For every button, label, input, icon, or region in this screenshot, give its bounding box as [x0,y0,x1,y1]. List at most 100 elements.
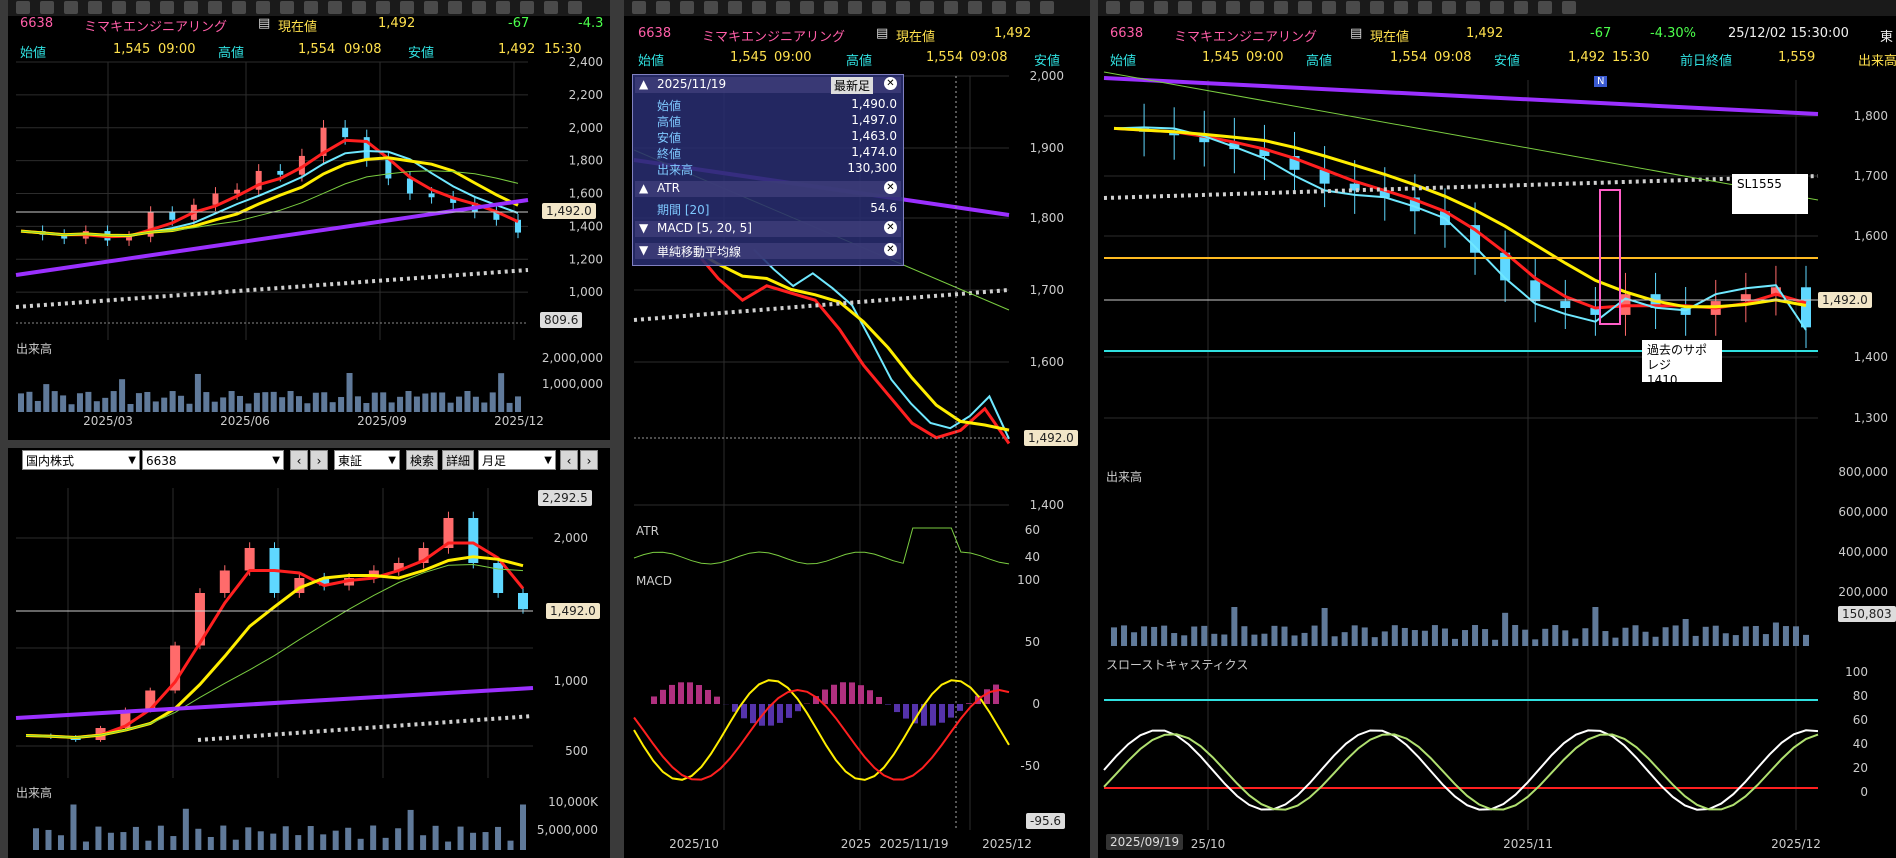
close-icon[interactable]: ✕ [884,77,897,90]
news-badge[interactable]: N [1594,76,1608,87]
toolbar-tool-icon[interactable] [920,1,934,14]
toolbar-tool-icon[interactable] [944,1,958,14]
toolbar-tool-icon[interactable] [992,1,1006,14]
toolbar-tool-icon[interactable] [680,1,694,14]
toolbar-tool-icon[interactable] [1130,1,1144,14]
toolbar-tool-icon[interactable] [472,1,486,14]
toolbar-tool-icon[interactable] [232,1,246,14]
left-top-price-chart[interactable]: 2,400 2,200 2,000 1,800 1,600 1,400 1,200 1,000… [8,0,610,440]
toolbar-tool-icon[interactable] [848,1,862,14]
toolbar-tool-icon[interactable] [1298,1,1312,14]
toolbar-tool-icon[interactable] [1346,1,1360,14]
toolbar-tool-icon[interactable] [1202,1,1216,14]
toolbar-tool-icon[interactable] [776,1,790,14]
exchange-select[interactable]: 東証 ▼ [334,450,400,470]
toolbar-tool-icon[interactable] [544,1,558,14]
toolbar-tool-icon[interactable] [800,1,814,14]
panel-divider[interactable] [610,0,624,858]
macd-signal-line [633,688,1010,781]
macd-histogram-bar [858,685,864,704]
toolbar-tool-icon[interactable] [1178,1,1192,14]
toolbar-tool-icon[interactable] [1442,1,1456,14]
toolbar-tool-icon[interactable] [256,1,270,14]
toolbar-tool-icon[interactable] [520,1,534,14]
toolbar-tool-icon[interactable] [704,1,718,14]
latest-bar-button[interactable]: 最新足 [831,77,874,94]
volume-bar [447,402,454,412]
sl-note[interactable]: SL1555 [1732,174,1808,214]
collapse-icon[interactable]: ▲ [639,77,649,91]
search-button[interactable]: 検索 [406,450,438,470]
toolbar-tool-icon[interactable] [376,1,390,14]
memo-icon[interactable]: ▤ [258,16,271,31]
toolbar-tool-icon[interactable] [896,1,910,14]
toolbar-tool-icon[interactable] [496,1,510,14]
toolbar-tool-icon[interactable] [872,1,886,14]
toolbar-tool-icon[interactable] [1274,1,1288,14]
toolbar-tool-icon[interactable] [1538,1,1552,14]
toolbar-tool-icon[interactable] [1226,1,1240,14]
toolbar-tool-icon[interactable] [40,1,54,14]
toolbar-tool-icon[interactable] [728,1,742,14]
toolbar-tool-icon[interactable] [568,1,582,14]
toolbar-tool-icon[interactable] [1040,1,1054,14]
toolbar-tool-icon[interactable] [160,1,174,14]
toolbar-tool-icon[interactable] [208,1,222,14]
market-select[interactable]: 国内株式 ▼ [22,450,140,470]
volume-bar [295,835,302,850]
toolbar-tool-icon[interactable] [632,1,646,14]
toolbar-tool-icon[interactable] [1370,1,1384,14]
close-icon[interactable]: ✕ [884,221,897,234]
next-button[interactable]: › [310,450,328,470]
close-icon[interactable]: ✕ [884,243,897,256]
toolbar-tool-icon[interactable] [1466,1,1480,14]
detail-button[interactable]: 詳細 [442,450,474,470]
toolbar-tool-icon[interactable] [1562,1,1576,14]
period-select[interactable]: 月足 ▼ [478,450,556,470]
toolbar-tool-icon[interactable] [328,1,342,14]
left-bottom-price-chart[interactable]: 2,000 1,000 500 10,000K 5,000,000 [8,448,610,858]
prev-button[interactable]: ‹ [290,450,308,470]
collapse-icon[interactable]: ▲ [639,181,649,195]
toolbar-tool-icon[interactable] [424,1,438,14]
toolbar-tool-icon[interactable] [824,1,838,14]
toolbar-tool-icon[interactable] [1394,1,1408,14]
toolbar-tool-icon[interactable] [1418,1,1432,14]
toolbar-tool-icon[interactable] [16,1,30,14]
toolbar-tool-icon[interactable] [968,1,982,14]
period-prev-button[interactable]: ‹ [560,450,578,470]
expand-icon[interactable]: ▼ [639,221,649,235]
toolbar-tool-icon[interactable] [1514,1,1528,14]
toolbar-tool-icon[interactable] [448,1,462,14]
period-next-button[interactable]: › [580,450,598,470]
popup-row-atr-period: 期間 [20] 54.6 [657,201,897,217]
toolbar-tool-icon[interactable] [656,1,670,14]
toolbar-tool-icon[interactable] [1490,1,1504,14]
toolbar-tool-icon[interactable] [1154,1,1168,14]
memo-icon[interactable]: ▤ [1350,26,1363,41]
current-price: 1,492 [1466,26,1504,41]
expand-icon[interactable]: ▼ [639,243,649,257]
toolbar-tool-icon[interactable] [352,1,366,14]
panel-divider[interactable] [1090,0,1098,858]
volume-bar [1682,618,1689,646]
panel-divider[interactable] [8,440,610,448]
toolbar-tool-icon[interactable] [184,1,198,14]
toolbar-tool-icon[interactable] [400,1,414,14]
toolbar-tool-icon[interactable] [752,1,766,14]
memo-icon[interactable]: ▤ [876,26,889,41]
toolbar-tool-icon[interactable] [64,1,78,14]
toolbar-tool-icon[interactable] [1106,1,1120,14]
toolbar-tool-icon[interactable] [1016,1,1030,14]
toolbar-tool-icon[interactable] [304,1,318,14]
support-note[interactable]: 過去のサポレジ 1410 [1642,340,1722,387]
toolbar-tool-icon[interactable] [112,1,126,14]
close-icon[interactable]: ✕ [884,181,897,194]
toolbar-tool-icon[interactable] [1250,1,1264,14]
toolbar-tool-icon[interactable] [280,1,294,14]
toolbar-tool-icon[interactable] [136,1,150,14]
toolbar-tool-icon[interactable] [88,1,102,14]
right-price-chart[interactable]: 1,800 1,700 1,600 1,400 1,300 800,000 600,000 4… [1098,0,1896,858]
toolbar-tool-icon[interactable] [1322,1,1336,14]
code-input[interactable]: 6638 ▼ [142,450,284,470]
